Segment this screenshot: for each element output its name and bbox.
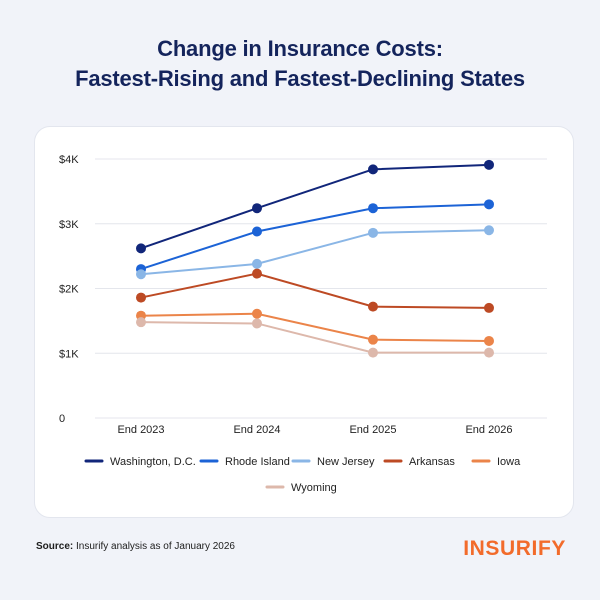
data-point (484, 199, 494, 210)
series-line (140, 312, 490, 342)
x-tick-label: End 2024 (233, 424, 280, 436)
data-point (484, 335, 494, 346)
legend-label: Rhode Island (225, 456, 290, 468)
data-point (136, 292, 146, 303)
data-point (368, 227, 378, 238)
data-point (252, 203, 262, 214)
line-chart: 0 $1K $2K $3K $4K End 2023 End 2024 End 2025 End… (59, 154, 547, 494)
series-line (140, 163, 490, 250)
data-point (252, 308, 262, 319)
x-tick-label: End 2025 (349, 424, 396, 436)
y-tick-label: $1K (59, 348, 79, 360)
x-tick-label: End 2026 (465, 424, 512, 436)
legend-label: Wyoming (291, 482, 337, 494)
data-point (136, 243, 146, 254)
data-point (252, 226, 262, 237)
y-tick-label: $2K (59, 284, 79, 296)
data-point (368, 203, 378, 214)
chart-title: Change in Insurance Costs: Fastest-Risin… (0, 34, 600, 94)
data-point (252, 268, 262, 279)
y-tick-label: $3K (59, 219, 79, 231)
series-line (140, 203, 490, 271)
data-point (136, 269, 146, 280)
data-point (252, 258, 262, 269)
source-note: Source: Insurify analysis as of January … (36, 541, 235, 552)
series-line (140, 229, 490, 276)
y-tick-label: $4K (59, 154, 79, 166)
data-point (368, 301, 378, 312)
source-text: Insurify analysis as of January 2026 (76, 541, 235, 552)
data-point (136, 317, 146, 328)
data-point (252, 318, 262, 329)
legend-label: Iowa (497, 456, 521, 468)
data-point (368, 334, 378, 345)
title-line-1: Change in Insurance Costs: (157, 36, 443, 61)
legend-label: New Jersey (317, 456, 375, 468)
data-point (484, 159, 494, 170)
data-point (484, 347, 494, 358)
series-line (140, 321, 489, 354)
source-label: Source: (36, 541, 74, 552)
data-point (368, 164, 378, 175)
y-tick-label: 0 (59, 413, 65, 425)
series-line (140, 272, 490, 309)
brand-logo: INSURIFY (463, 537, 566, 560)
x-tick-label: End 2023 (117, 424, 164, 436)
data-point (484, 225, 494, 236)
data-point (368, 347, 378, 358)
data-point (484, 302, 494, 313)
legend-label: Washington, D.C. (110, 456, 196, 468)
title-line-2: Fastest-Rising and Fastest-Declining Sta… (75, 66, 525, 91)
chart-card: 0 $1K $2K $3K $4K End 2023 End 2024 End 2025 End… (34, 126, 574, 518)
legend-label: Arkansas (409, 456, 455, 468)
